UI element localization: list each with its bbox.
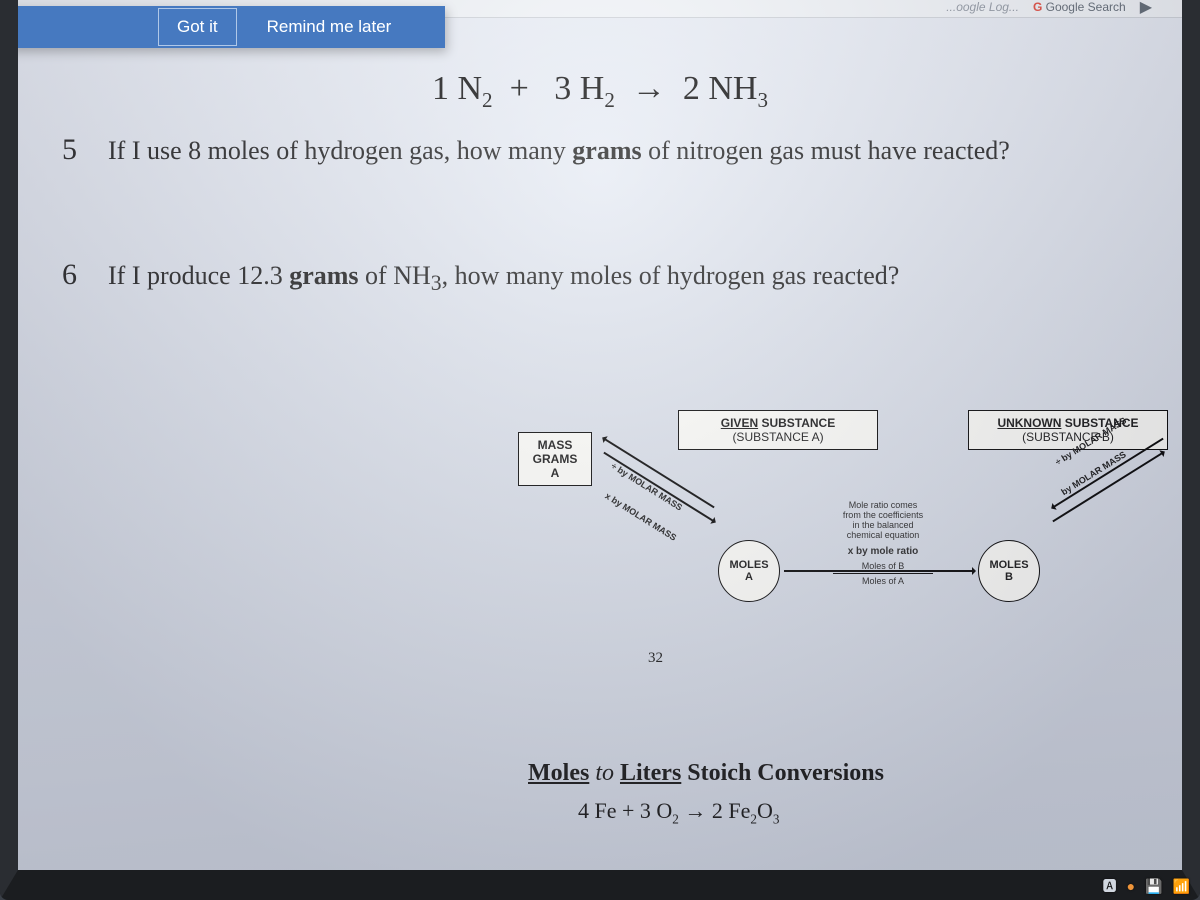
q5-a: If I use 8 moles of hydrogen gas, how ma… xyxy=(108,136,572,165)
tab-hint: ...oogle Log... xyxy=(946,0,1019,14)
ratio-f1: Moles of B xyxy=(808,561,958,571)
tray-icon-2[interactable]: ● xyxy=(1127,878,1135,894)
ratio-l1: Mole ratio comes xyxy=(808,500,958,510)
notification-bar: Got it Remind me later xyxy=(8,6,445,48)
system-tray: 🅰 ● 💾 📶 xyxy=(1103,876,1190,896)
s2-a: Moles xyxy=(528,760,589,786)
coef-h2: 3 xyxy=(554,70,571,107)
eq2-b: 2 Fe xyxy=(712,798,751,823)
ratio-l2: from the coefficients xyxy=(808,510,958,520)
q6-c: , how many moles of hydrogen gas reacted… xyxy=(442,261,900,290)
tray-icon-3[interactable]: 💾 xyxy=(1145,878,1162,895)
plus: + xyxy=(510,70,529,107)
arrow-mass-to-moles-down xyxy=(603,452,714,523)
google-icon: G xyxy=(1033,0,1042,14)
mass-l3: A xyxy=(551,466,560,480)
given-word: SUBSTANCE xyxy=(758,416,835,430)
mass-l1: MASS xyxy=(538,438,573,452)
ratio-line xyxy=(833,573,933,574)
moles-b-circle: MOLES B xyxy=(978,540,1040,602)
tray-icon-1[interactable]: 🅰 xyxy=(1103,876,1117,896)
q6-a: If I produce 12.3 xyxy=(108,261,289,290)
ratio-f2: Moles of A xyxy=(808,576,958,586)
s2-d: Stoich Conversions xyxy=(681,760,884,786)
tray-icon-4[interactable]: 📶 xyxy=(1173,878,1190,895)
n2: N xyxy=(457,70,482,107)
chemical-equation-1: 1 N2 + 3 H2 → 2 NH3 xyxy=(48,70,1152,113)
mass-l2: GRAMS xyxy=(533,452,578,466)
moles-a-circle: MOLES A xyxy=(718,540,780,602)
moles-a-l2: A xyxy=(745,571,753,583)
q6-b: of NH xyxy=(359,261,431,290)
s2-b: to xyxy=(589,760,620,786)
section-2-heading: Moles to Liters Stoich Conversions xyxy=(528,760,884,787)
ratio-l3: in the balanced xyxy=(808,520,958,530)
q5-b: of nitrogen gas must have reacted? xyxy=(642,136,1010,165)
nh3-sub: 3 xyxy=(757,88,768,112)
mole-ratio-label: Mole ratio comes from the coefficients i… xyxy=(808,500,958,586)
unknown-sub: (SUBSTANCE B) xyxy=(979,430,1157,444)
given-substance-box: GIVEN SUBSTANCE (SUBSTANCE A) xyxy=(678,410,878,450)
q6-bold: grams xyxy=(289,261,358,290)
ratio-big: x by mole ratio xyxy=(808,546,958,557)
q5-number: 5 xyxy=(62,133,86,167)
arrow: → xyxy=(632,70,666,107)
stoichiometry-diagram: GIVEN SUBSTANCE (SUBSTANCE A) UNKNOWN SU… xyxy=(488,410,1188,690)
google-tab[interactable]: G Google Search xyxy=(1033,0,1126,14)
given-title: GIVEN xyxy=(721,416,758,430)
mass-grams-box: MASS GRAMS A xyxy=(518,432,592,486)
q6-number: 6 xyxy=(62,258,86,292)
q5-text: If I use 8 moles of hydrogen gas, how ma… xyxy=(108,133,1010,168)
unknown-substance-box: UNKNOWN SUBSTANCE (SUBSTANCE B) xyxy=(968,410,1168,450)
ratio-l4: chemical equation xyxy=(808,530,958,540)
question-5: 5 If I use 8 moles of hydrogen gas, how … xyxy=(62,133,1152,168)
moles-a-l1: MOLES xyxy=(729,559,768,571)
google-tab-label: Google Search xyxy=(1046,0,1126,14)
got-it-button[interactable]: Got it xyxy=(158,8,237,46)
page-number: 32 xyxy=(648,650,663,667)
eq2-a: 4 Fe + 3 O xyxy=(578,798,672,823)
eq2-c: O xyxy=(757,798,773,823)
h2: H xyxy=(580,70,605,107)
forward-icon[interactable]: ▶ xyxy=(1140,0,1152,17)
eq2-arrow: → xyxy=(679,798,712,823)
unknown-title: UNKNOWN xyxy=(997,416,1061,430)
coef-n2: 1 xyxy=(432,70,449,107)
moles-b-l1: MOLES xyxy=(989,559,1028,571)
nh3: NH xyxy=(708,70,757,107)
chemical-equation-2: 4 Fe + 3 O2 → 2 Fe2O3 xyxy=(578,798,779,827)
given-sub: (SUBSTANCE A) xyxy=(689,430,867,444)
n2-sub: 2 xyxy=(482,88,493,112)
eq2-s3: 3 xyxy=(773,811,780,826)
question-6: 6 If I produce 12.3 grams of NH3, how ma… xyxy=(62,258,1152,298)
eq2-s1: 2 xyxy=(672,811,679,826)
moles-b-l2: B xyxy=(1005,571,1013,583)
q6-sub: 3 xyxy=(431,271,442,295)
h2-sub: 2 xyxy=(604,88,615,112)
q6-text: If I produce 12.3 grams of NH3, how many… xyxy=(108,258,899,298)
q5-bold: grams xyxy=(572,136,641,165)
monitor-screen: ...oogle Log... G Google Search ▶ Got it… xyxy=(0,0,1200,900)
s2-c: Liters xyxy=(620,760,681,786)
eq2-s2: 2 xyxy=(750,811,757,826)
coef-nh3: 2 xyxy=(683,70,700,107)
remind-later-button[interactable]: Remind me later xyxy=(249,9,410,45)
